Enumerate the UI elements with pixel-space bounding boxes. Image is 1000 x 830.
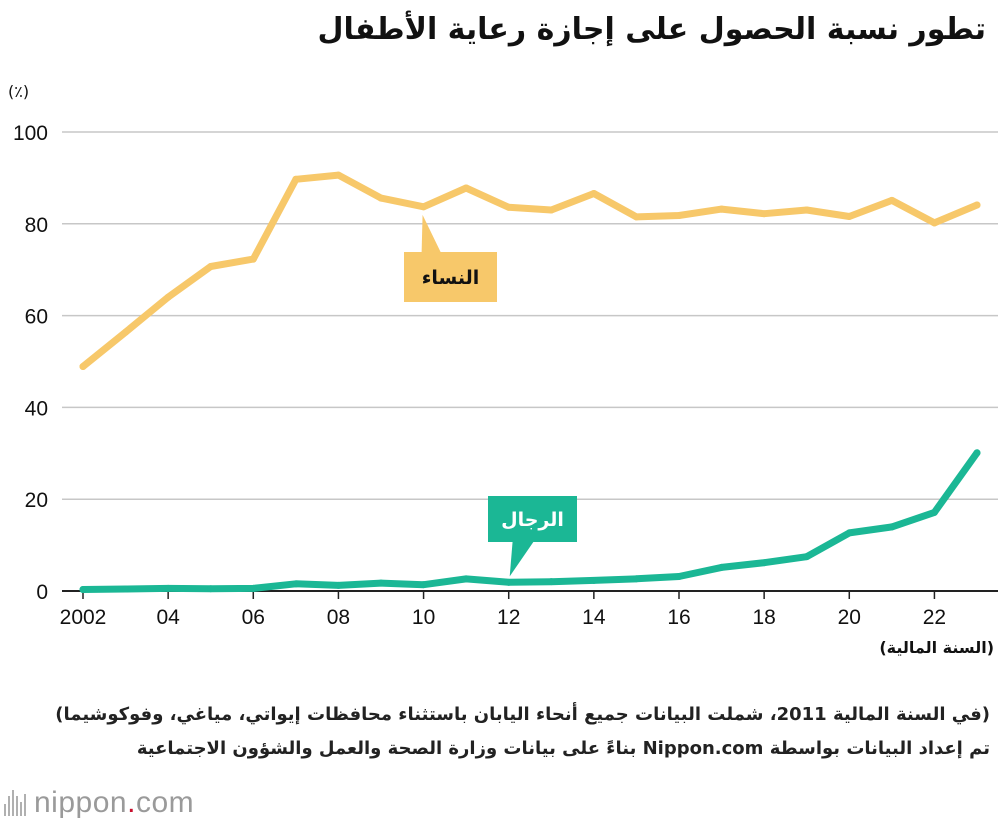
data-point-women-2022 (930, 219, 938, 227)
data-point-women-2014 (590, 190, 598, 198)
data-point-men-2023 (973, 449, 981, 457)
data-point-men-2014 (590, 576, 598, 584)
callout-women-pointer (421, 214, 442, 254)
x-tick-label-2002: 2002 (60, 606, 107, 629)
data-point-women-2005 (207, 262, 215, 270)
data-point-women-2012 (505, 203, 513, 211)
data-point-men-2018 (760, 559, 768, 567)
data-point-women-2020 (845, 212, 853, 220)
data-point-men-2007 (292, 580, 300, 588)
data-point-men-2005 (207, 585, 215, 593)
data-point-men-2017 (718, 563, 726, 571)
y-tick-labels: 0 20 40 60 80 100 (13, 122, 48, 604)
x-tick-label-22: 22 (923, 606, 946, 629)
y-tick-label-20: 20 (25, 489, 48, 512)
data-point-women-2010 (420, 203, 428, 211)
data-point-women-2008 (334, 171, 342, 179)
logo-bars-icon (4, 790, 26, 816)
x-tick-label-16: 16 (667, 606, 690, 629)
data-point-men-2011 (462, 575, 470, 583)
data-point-men-2015 (632, 575, 640, 583)
data-point-women-2003 (122, 328, 130, 336)
data-point-men-2022 (930, 508, 938, 516)
logo-name: nippon (34, 786, 128, 819)
logo-dot: . (127, 786, 136, 819)
x-axis-unit: (السنة المالية) (879, 638, 994, 657)
callout-men-pointer (509, 540, 535, 577)
data-point-men-2002 (79, 585, 87, 593)
data-point-men-2012 (505, 578, 513, 586)
callout-women-label: النساء (422, 267, 480, 289)
data-point-women-2004 (164, 293, 172, 301)
footnotes: (في السنة المالية 2011، شملت البيانات جم… (50, 698, 990, 766)
data-point-women-2009 (377, 194, 385, 202)
data-point-men-2021 (888, 523, 896, 531)
x-tick-label-10: 10 (412, 606, 435, 629)
data-point-men-2016 (675, 572, 683, 580)
series-callouts: النساء الرجال (404, 214, 577, 577)
data-point-men-2008 (334, 581, 342, 589)
data-point-men-2004 (164, 584, 172, 592)
callout-women: النساء (404, 214, 497, 302)
x-tick-labels: 2002 04 06 08 10 12 14 16 18 20 22 (60, 591, 946, 629)
y-tick-label-0: 0 (36, 581, 48, 604)
y-tick-label-60: 60 (25, 306, 48, 329)
callout-men: الرجال (488, 496, 577, 577)
y-tick-label-40: 40 (25, 397, 48, 420)
logo-tld: com (135, 786, 195, 819)
y-tick-label-100: 100 (13, 122, 48, 145)
y-tick-label-80: 80 (25, 214, 48, 237)
y-axis-unit: (٪) (8, 82, 30, 101)
chart-title: تطور نسبة الحصول على إجازة رعاية الأطفال (317, 12, 986, 47)
x-tick-label-18: 18 (752, 606, 775, 629)
x-tick-label-20: 20 (838, 606, 861, 629)
data-point-men-2010 (420, 581, 428, 589)
footnote-source: تم إعداد البيانات بواسطة Nippon.com بناء… (136, 738, 990, 759)
x-tick-label-06: 06 (242, 606, 265, 629)
data-point-women-2023 (973, 201, 981, 209)
x-tick-label-08: 08 (327, 606, 350, 629)
callout-men-box (488, 496, 577, 542)
data-point-men-2006 (249, 584, 257, 592)
footnote-coverage: (في السنة المالية 2011، شملت البيانات جم… (55, 704, 990, 725)
data-point-women-2002 (79, 363, 87, 371)
data-point-men-2020 (845, 529, 853, 537)
data-point-women-2007 (292, 175, 300, 183)
x-tick-label-12: 12 (497, 606, 520, 629)
series-line-men (79, 449, 981, 593)
nippon-logo: nippon.com (4, 786, 194, 820)
data-point-men-2019 (803, 553, 811, 561)
line-chart: 0 20 40 60 80 100 2002 04 06 08 10 12 14 16 18 20 22 ال… (13, 122, 998, 629)
data-point-women-2018 (760, 210, 768, 218)
data-point-women-2013 (547, 206, 555, 214)
data-point-women-2019 (803, 206, 811, 214)
series-lines (79, 171, 981, 593)
callout-men-label: الرجال (501, 509, 564, 531)
x-tick-label-04: 04 (156, 606, 180, 629)
data-point-men-2003 (122, 585, 130, 593)
logo-text: nippon.com (34, 786, 194, 820)
data-point-women-2021 (888, 196, 896, 204)
series-line-women (79, 171, 981, 370)
callout-women-box (404, 252, 497, 302)
x-tick-label-14: 14 (582, 606, 606, 629)
data-point-women-2006 (249, 255, 257, 263)
data-point-women-2015 (632, 213, 640, 221)
data-point-men-2009 (377, 579, 385, 587)
data-point-women-2016 (675, 212, 683, 220)
data-point-men-2013 (547, 578, 555, 586)
data-point-women-2011 (462, 184, 470, 192)
data-point-women-2017 (718, 205, 726, 213)
